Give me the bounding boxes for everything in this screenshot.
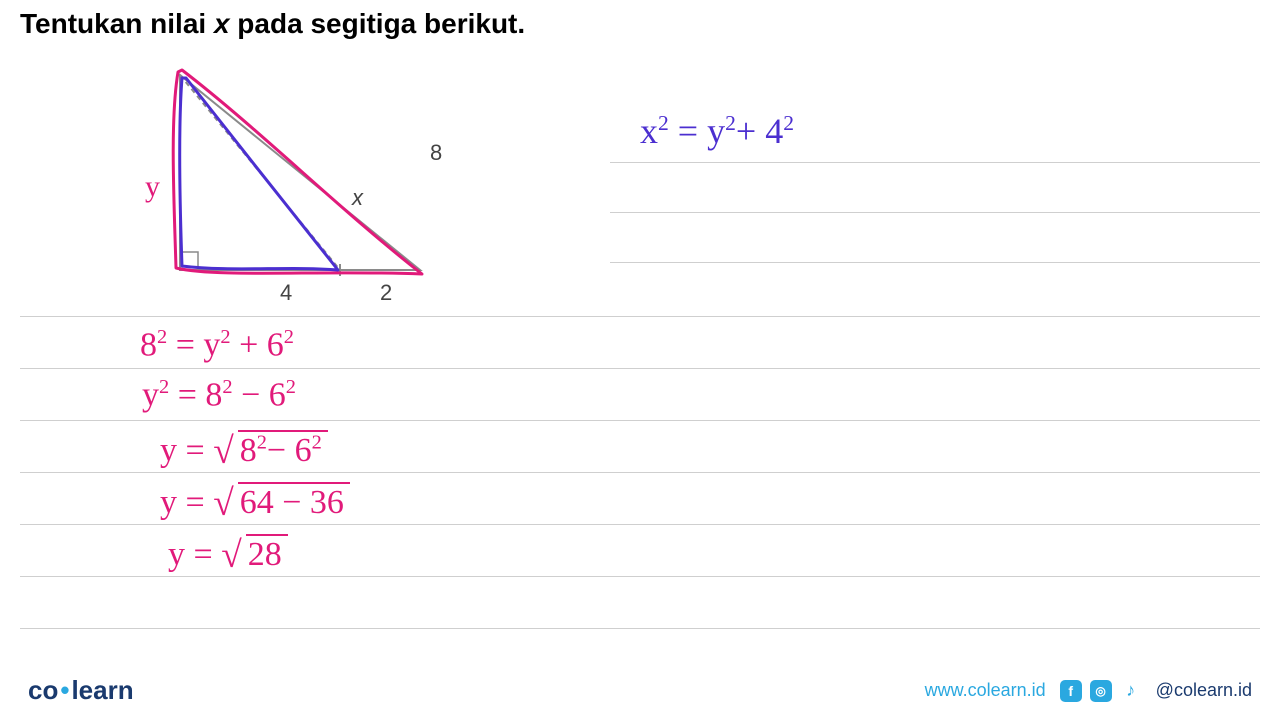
ruled-line	[610, 262, 1260, 263]
triangle-diagram	[140, 60, 440, 310]
ruled-line	[610, 162, 1260, 163]
ruled-line	[20, 524, 1260, 525]
logo: co•learn	[28, 675, 134, 706]
label-base-right: 2	[380, 280, 392, 306]
ruled-line	[20, 576, 1260, 577]
label-inner-x: x	[352, 185, 363, 211]
site-url: www.colearn.id	[925, 680, 1046, 701]
facebook-icon: f	[1060, 680, 1082, 702]
label-y: y	[145, 170, 160, 204]
eq-pink-1: 82 = y2 + 62	[140, 326, 294, 364]
eq-pink-2: y2 = 82 − 62	[142, 376, 296, 414]
ruled-line	[20, 420, 1260, 421]
ruled-line	[20, 628, 1260, 629]
eq-pink-3: y = √82− 62	[160, 428, 328, 471]
social-icons: f ◎ ♪	[1060, 680, 1142, 702]
question-title: Tentukan nilai x pada segitiga berikut.	[20, 8, 525, 40]
label-base-left: 4	[280, 280, 292, 306]
tiktok-icon: ♪	[1120, 680, 1142, 702]
ruled-line	[20, 472, 1260, 473]
footer: co•learn www.colearn.id f ◎ ♪ @colearn.i…	[0, 675, 1280, 706]
eq-pink-5: y = √28	[168, 532, 288, 575]
ruled-line	[20, 316, 1260, 317]
eq-pink-4: y = √64 − 36	[160, 480, 350, 523]
handle: @colearn.id	[1156, 680, 1252, 701]
eq-blue-x2: x2 = y2+ 42	[640, 110, 794, 152]
ruled-line	[610, 212, 1260, 213]
instagram-icon: ◎	[1090, 680, 1112, 702]
ruled-line	[20, 368, 1260, 369]
label-hyp: 8	[430, 140, 442, 166]
